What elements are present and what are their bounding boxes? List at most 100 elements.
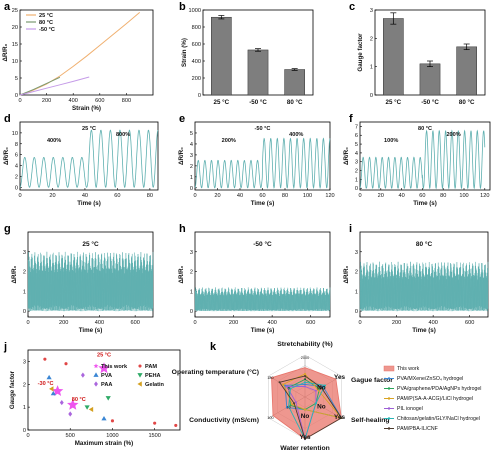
x-tick-label: 600: [130, 320, 139, 326]
x-tick-label: 80: [282, 193, 288, 199]
data-point: [101, 415, 107, 421]
radar-tick-label: 180: [267, 376, 273, 380]
y-axis-label: ΔR/R₀: [178, 265, 185, 283]
x-tick-label: 200: [229, 320, 238, 326]
y-tick-label: 5: [190, 131, 193, 137]
radar-axis-label: Water retention: [280, 445, 330, 452]
radar-tick-label: 2000: [301, 356, 309, 360]
panel-b: 0 200 400 600 800 1000 Strain (%) 25 °C -50 °C 80…: [181, 8, 314, 106]
panel-h: 0 200 400 600 0 1 2 3 Time (s) ΔR/R₀ -50 °C: [178, 231, 331, 334]
temperature-label: -50 °C: [253, 240, 272, 248]
legend-label: PVA/MXene/ZnSO₄ hydrogel: [397, 376, 463, 382]
radar-point: [304, 383, 306, 386]
y-axis-label: Gauge factor: [357, 33, 364, 72]
y-tick-label: 25: [12, 8, 18, 14]
x-tick-label: 200: [59, 320, 68, 326]
y-tick-label: 0: [355, 309, 358, 315]
legend-label: 25 °C: [39, 13, 53, 19]
panel-label-f: f: [349, 113, 353, 125]
radar-point: [304, 438, 306, 440]
legend-label: This work: [101, 364, 128, 370]
category-label: 25 °C: [386, 99, 402, 106]
panel-g: 0 200 400 600 0 1 2 3 Time (s) ΔR/R₀ 25 °C: [11, 231, 154, 334]
y-tick-label: 2: [23, 382, 26, 388]
legend-marker: [93, 372, 99, 377]
y-tick-label: 1: [370, 65, 373, 71]
y-tick-label: 8: [15, 142, 18, 148]
radar-point: [287, 405, 290, 408]
y-tick-label: 2: [355, 270, 358, 276]
x-tick-label: 500: [66, 433, 75, 439]
radar-series: [271, 367, 342, 440]
x-tick-label: 0: [358, 320, 361, 326]
radar-point: [316, 388, 319, 391]
legend-marker: [387, 417, 391, 420]
y-axis-label: ΔR/R₀: [343, 265, 350, 283]
y-tick-label: 400: [192, 59, 201, 65]
data-point: [98, 362, 110, 374]
panel-d: 0 20 40 60 80 0 2 4 6 8 10 Time (s) ΔR/R₀ 25 °C 400% 80…: [3, 121, 159, 207]
x-axis-label: Time (s): [77, 200, 101, 207]
y-tick-label: 800: [192, 25, 201, 31]
x-tick-label: 40: [82, 193, 88, 199]
y-tick-label: 0: [15, 93, 18, 99]
data-point: [174, 423, 178, 427]
x-tick-label: 0: [193, 193, 196, 199]
x-tick-label: 0: [26, 320, 29, 326]
panel-a: 0 200 400 600 800 0 5 10 15 20 25 Strain (%) ΔR/R₀ 25…: [2, 8, 154, 112]
radar-point: [289, 387, 292, 390]
series-line-0: [19, 12, 141, 96]
radar-tick-label: 100: [267, 416, 273, 420]
y-tick-label: 0: [190, 309, 193, 315]
x-tick-label: 400: [267, 320, 276, 326]
series-line-1: [19, 76, 61, 96]
panel-f: 0 20 40 60 80 100 120 0 1 2 3 4 5 6 7 Time (s) ΔR/R₀ 80 °…: [343, 121, 491, 207]
y-tick-label: 3: [23, 359, 26, 365]
x-tick-label: 400: [69, 98, 78, 104]
x-tick-label: 120: [480, 193, 489, 199]
x-tick-label: 1500: [148, 433, 160, 439]
radar-point: [304, 385, 306, 388]
data-point: [50, 390, 56, 396]
radar-point: [282, 383, 285, 386]
series-line-2: [19, 76, 90, 96]
radar-point: [340, 417, 343, 419]
legend-marker: [94, 381, 98, 387]
legend-marker: [387, 377, 391, 380]
legend-marker: [138, 364, 142, 368]
x-tick-label: 400: [428, 320, 437, 326]
y-tick-label: 1000: [189, 8, 201, 14]
bar: [211, 16, 232, 96]
radar-axis-label: Conductivity (mS/cm): [189, 417, 259, 424]
x-tick-label: 0: [193, 320, 196, 326]
y-tick-label: 4: [15, 164, 18, 170]
panel-label-g: g: [4, 223, 11, 235]
x-axis-label: Strain (%): [72, 105, 101, 112]
temperature-label: 80 °C: [416, 240, 433, 248]
radar-point: [283, 384, 286, 387]
y-tick-label: 1: [355, 177, 358, 183]
data-point: [43, 357, 47, 361]
data-point: [49, 386, 54, 392]
strain-label: 800%: [116, 132, 130, 138]
data-point: [68, 411, 73, 417]
radar-point: [304, 378, 306, 381]
y-tick-label: 2: [370, 36, 373, 42]
panel-label-e: e: [179, 113, 185, 125]
strain-label: 400%: [289, 132, 303, 138]
radar-tick-label: No: [317, 385, 326, 392]
temperature-label: 25 °C: [82, 126, 96, 132]
signal-trace: [359, 129, 486, 190]
y-tick-label: 2: [15, 174, 18, 180]
y-tick-label: 3: [370, 8, 373, 14]
radar-point: [318, 387, 321, 390]
radar-axis-label: Self-healing: [351, 417, 390, 424]
y-axis-label: ΔR/R₀: [2, 43, 9, 61]
data-point: [84, 405, 90, 410]
plot-frame: [27, 349, 181, 431]
category-label: 80 °C: [459, 99, 475, 106]
y-tick-label: 2: [190, 270, 193, 276]
x-tick-label: 800: [122, 98, 131, 104]
x-tick-label: 0: [358, 193, 361, 199]
y-axis-label: ΔR/R₀: [11, 265, 18, 283]
